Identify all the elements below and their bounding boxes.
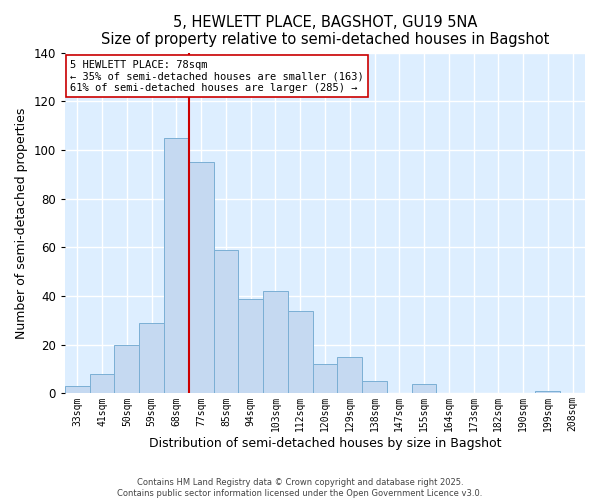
Bar (189, 162, 214, 394)
Bar (90, 374, 115, 394)
Bar (362, 381, 387, 394)
Bar (535, 391, 560, 394)
Bar (412, 384, 436, 394)
Bar (263, 291, 288, 394)
Bar (337, 357, 362, 394)
Title: 5, HEWLETT PLACE, BAGSHOT, GU19 5NA
Size of property relative to semi-detached h: 5, HEWLETT PLACE, BAGSHOT, GU19 5NA Size… (101, 15, 549, 48)
Bar (214, 250, 238, 394)
Bar (115, 344, 139, 394)
Bar (288, 310, 313, 394)
X-axis label: Distribution of semi-detached houses by size in Bagshot: Distribution of semi-detached houses by … (149, 437, 501, 450)
Text: 5 HEWLETT PLACE: 78sqm
← 35% of semi-detached houses are smaller (163)
61% of se: 5 HEWLETT PLACE: 78sqm ← 35% of semi-det… (70, 60, 364, 92)
Bar (313, 364, 337, 394)
Bar (238, 298, 263, 394)
Bar (139, 323, 164, 394)
Text: Contains HM Land Registry data © Crown copyright and database right 2025.
Contai: Contains HM Land Registry data © Crown c… (118, 478, 482, 498)
Y-axis label: Number of semi-detached properties: Number of semi-detached properties (15, 108, 28, 339)
Bar (65, 386, 90, 394)
Bar (164, 138, 189, 394)
